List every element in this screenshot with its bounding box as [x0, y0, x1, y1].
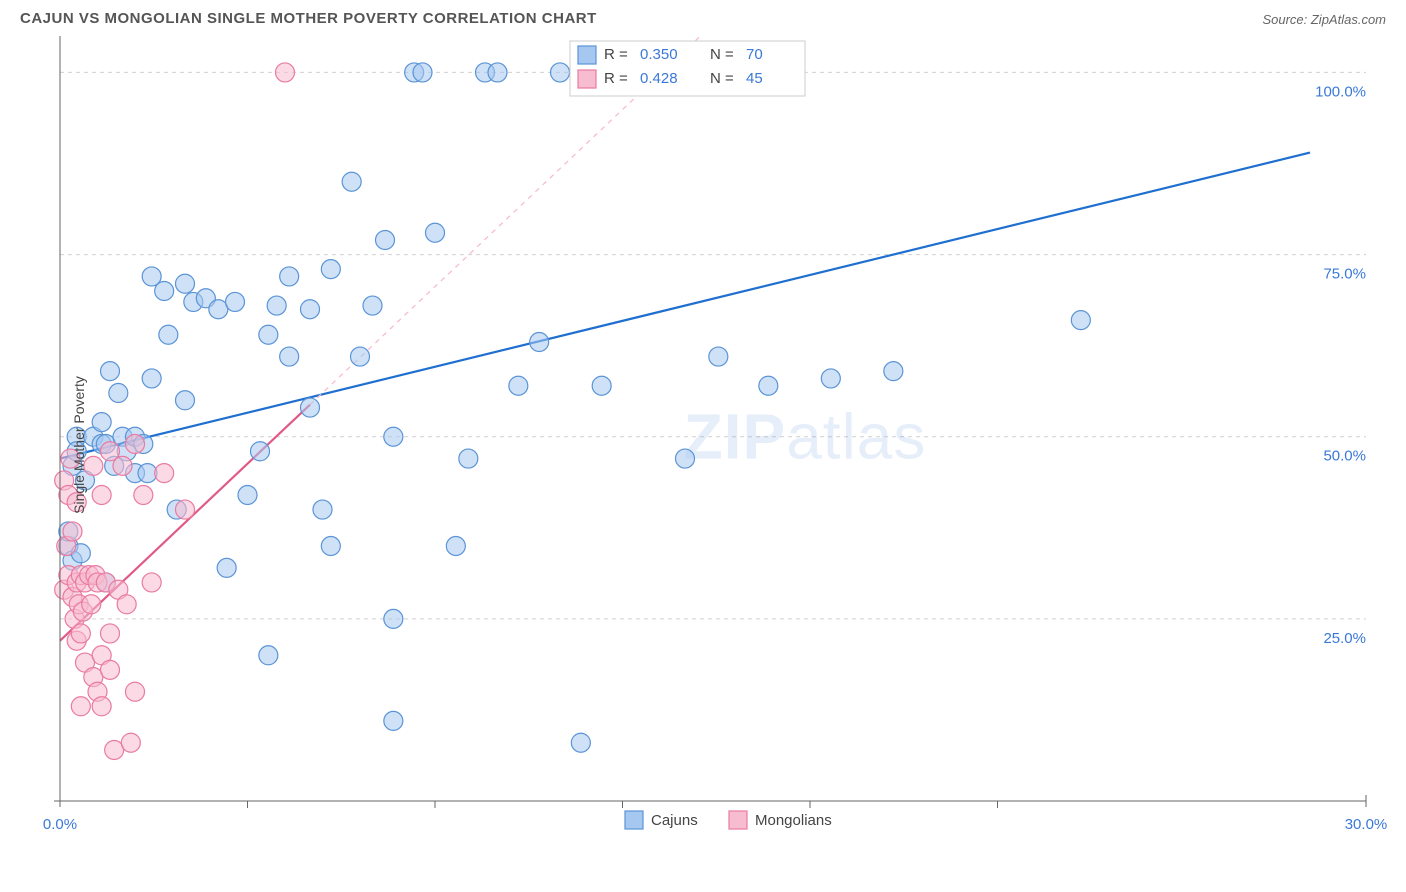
- data-point: [459, 449, 478, 468]
- data-point: [267, 296, 286, 315]
- data-point: [109, 384, 128, 403]
- legend-n-label: N =: [710, 46, 734, 63]
- data-point: [280, 347, 299, 366]
- data-point: [821, 369, 840, 388]
- legend-n-value: 45: [746, 70, 763, 87]
- data-point: [63, 522, 82, 541]
- legend-n-label: N =: [710, 70, 734, 87]
- data-point: [530, 333, 549, 352]
- data-point: [126, 682, 145, 701]
- data-point: [884, 362, 903, 381]
- y-axis-label: Single Mother Poverty: [71, 376, 87, 514]
- data-point: [446, 537, 465, 556]
- data-point: [92, 413, 111, 432]
- legend-r-label: R =: [604, 46, 628, 63]
- data-point: [676, 449, 695, 468]
- legend-swatch: [729, 811, 747, 829]
- y-tick-label: 25.0%: [1323, 630, 1366, 647]
- data-point: [759, 376, 778, 395]
- data-point: [101, 624, 120, 643]
- data-point: [280, 267, 299, 286]
- data-point: [276, 63, 295, 82]
- data-point: [351, 347, 370, 366]
- data-point: [159, 325, 178, 344]
- data-point: [592, 376, 611, 395]
- y-tick-label: 75.0%: [1323, 266, 1366, 283]
- data-point: [384, 427, 403, 446]
- legend-r-value: 0.428: [640, 70, 678, 87]
- data-point: [363, 296, 382, 315]
- data-point: [142, 573, 161, 592]
- chart-title: CAJUN VS MONGOLIAN SINGLE MOTHER POVERTY…: [20, 10, 597, 27]
- data-point: [226, 292, 245, 311]
- legend-label: Mongolians: [755, 812, 832, 829]
- watermark: ZIPatlas: [684, 401, 927, 473]
- data-point: [155, 282, 174, 301]
- data-point: [259, 646, 278, 665]
- data-point: [82, 595, 101, 614]
- data-point: [301, 300, 320, 319]
- data-point: [121, 733, 140, 752]
- data-point: [488, 63, 507, 82]
- data-point: [384, 609, 403, 628]
- data-point: [92, 697, 111, 716]
- data-point: [117, 595, 136, 614]
- legend-swatch: [578, 46, 596, 64]
- data-point: [709, 347, 728, 366]
- data-point: [176, 274, 195, 293]
- x-tick-label: 0.0%: [43, 816, 77, 833]
- legend-r-label: R =: [604, 70, 628, 87]
- data-point: [551, 63, 570, 82]
- data-point: [176, 500, 195, 519]
- data-point: [217, 558, 236, 577]
- legend-n-value: 70: [746, 46, 763, 63]
- data-point: [321, 537, 340, 556]
- legend-swatch: [578, 70, 596, 88]
- y-tick-label: 50.0%: [1323, 448, 1366, 465]
- data-point: [71, 697, 90, 716]
- source-label: Source: ZipAtlas.com: [1262, 12, 1386, 27]
- legend-swatch: [625, 811, 643, 829]
- data-point: [155, 464, 174, 483]
- data-point: [384, 711, 403, 730]
- data-point: [134, 486, 153, 505]
- data-point: [571, 733, 590, 752]
- legend-r-value: 0.350: [640, 46, 678, 63]
- data-point: [259, 325, 278, 344]
- data-point: [509, 376, 528, 395]
- data-point: [176, 391, 195, 410]
- data-point: [313, 500, 332, 519]
- data-point: [238, 486, 257, 505]
- data-point: [71, 624, 90, 643]
- data-point: [92, 486, 111, 505]
- data-point: [301, 398, 320, 417]
- data-point: [413, 63, 432, 82]
- data-point: [1071, 311, 1090, 330]
- chart-container: Single Mother Poverty ZIPatlas 0.0% 30.0% 2…: [10, 31, 1396, 859]
- data-point: [251, 442, 270, 461]
- data-point: [426, 223, 445, 242]
- data-point: [142, 369, 161, 388]
- data-point: [376, 231, 395, 250]
- y-tick-label: 100.0%: [1315, 83, 1366, 100]
- legend-label: Cajuns: [651, 812, 698, 829]
- data-point: [101, 362, 120, 381]
- data-point: [126, 435, 145, 454]
- data-point: [113, 456, 132, 475]
- data-point: [342, 172, 361, 191]
- data-point: [321, 260, 340, 279]
- scatter-chart: ZIPatlas 0.0% 30.0% 25.0% 50.0% 75.0% 100.0% R …: [10, 31, 1396, 859]
- data-point: [101, 660, 120, 679]
- x-tick-label: 30.0%: [1345, 816, 1388, 833]
